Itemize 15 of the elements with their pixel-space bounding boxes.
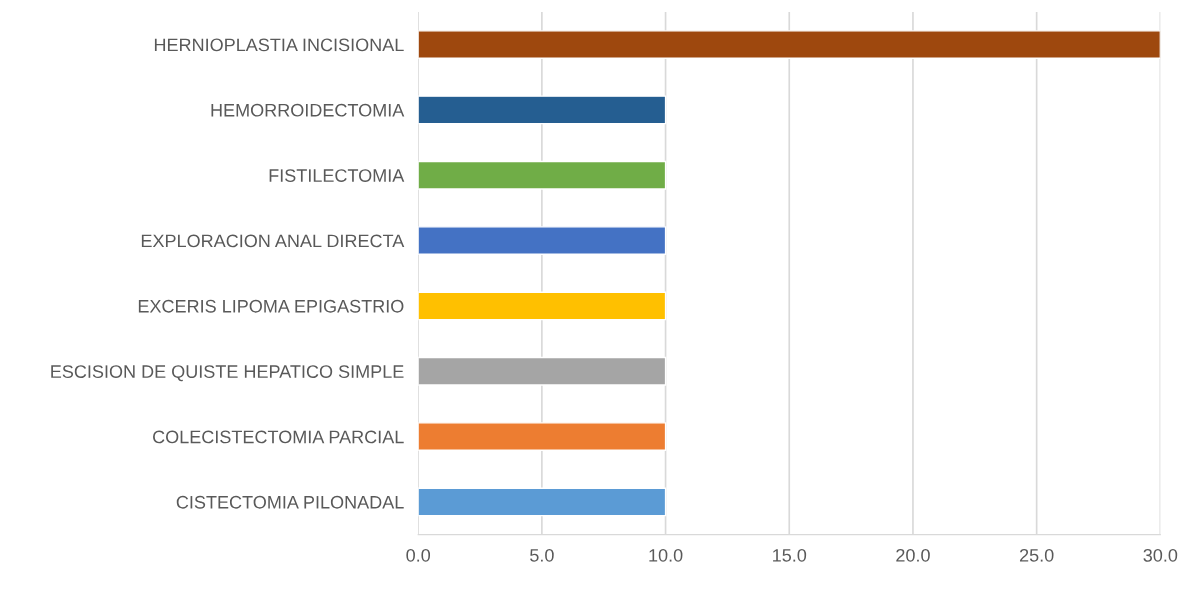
y-tick-label: CISTECTOMIA PILONADAL [176, 495, 404, 509]
x-tick-label: 0.0 [406, 548, 431, 562]
x-tick-label: 25.0 [1019, 548, 1054, 562]
x-tick-label: 30.0 [1143, 548, 1178, 562]
y-tick-label: FISTILECTOMIA [269, 169, 405, 182]
x-tick-label: 20.0 [896, 548, 930, 562]
x-tick-label: 10.0 [649, 548, 683, 562]
y-tick-label: COLECISTECTOMIA PARCIAL [153, 430, 404, 444]
y-tick-label: HEMORROIDECTOMIA [211, 103, 405, 117]
y-tick-label: ESCISION DE QUISTE HEPATICO SIMPLE [51, 365, 404, 382]
y-tick-label: EXPLORACION ANAL DIRECTA [141, 234, 405, 248]
x-tick-label: 15.0 [773, 548, 807, 562]
y-tick-label: HERNIOPLASTIA INCISIONAL [154, 38, 404, 52]
x-tick-label: 5.0 [530, 548, 554, 562]
y-tick-label: EXCERIS LIPOMA EPIGASTRIO [138, 299, 404, 313]
